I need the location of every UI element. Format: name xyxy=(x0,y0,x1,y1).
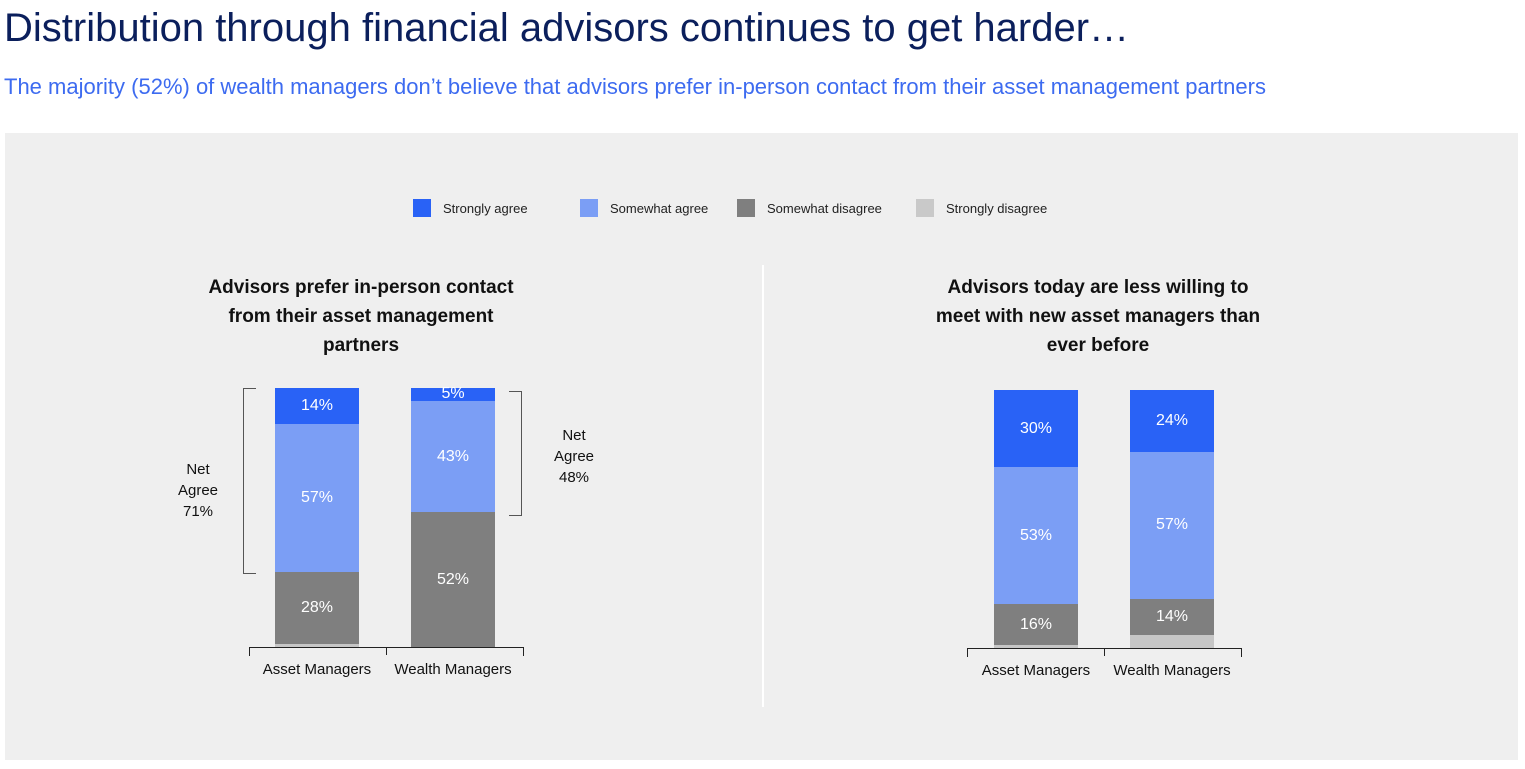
legend-swatch xyxy=(737,199,755,217)
legend-item-somewhat-agree: Somewhat agree xyxy=(580,199,708,217)
legend-item-somewhat-disagree: Somewhat disagree xyxy=(737,199,882,217)
bar-segment-strongly-disagree xyxy=(1130,635,1214,648)
legend-item-strongly-agree: Strongly agree xyxy=(413,199,528,217)
category-label: Asset Managers xyxy=(981,662,1091,679)
data-label: 52% xyxy=(436,570,470,588)
bar-wealth-managers: 24% 57% 14% xyxy=(1130,390,1214,648)
x-axis xyxy=(249,647,524,656)
data-label: 14% xyxy=(1155,608,1189,626)
bar-segment-somewhat-agree: 57% xyxy=(275,424,359,572)
bar-segment-somewhat-disagree: 52% xyxy=(411,512,495,647)
data-label: 30% xyxy=(1019,419,1053,437)
x-axis-tick xyxy=(385,647,387,655)
bar-asset-managers: 30% 53% 16% xyxy=(994,390,1078,648)
bar-segment-strongly-disagree xyxy=(994,645,1078,648)
bar-segment-strongly-agree: 30% xyxy=(994,390,1078,468)
x-axis-tick xyxy=(1103,648,1105,656)
bar-segment-strongly-agree: 5% xyxy=(411,385,495,403)
bar-segment-strongly-agree: 14% xyxy=(275,388,359,425)
net-agree-bracket-right xyxy=(509,391,522,516)
bar-segment-somewhat-disagree: 14% xyxy=(1130,598,1214,636)
bar-asset-managers: 14% 57% 28% xyxy=(275,388,359,647)
data-label: 16% xyxy=(1019,615,1053,633)
page-title: Distribution through financial advisors … xyxy=(4,6,1130,50)
chart-panel xyxy=(5,133,1518,760)
data-label: 57% xyxy=(1155,516,1189,534)
chart-title-right: Advisors today are less willing to meet … xyxy=(935,277,1261,356)
bar-segment-strongly-disagree xyxy=(275,644,359,647)
bar-segment-somewhat-agree: 53% xyxy=(994,467,1078,605)
legend-item-strongly-disagree: Strongly disagree xyxy=(916,199,1047,217)
data-label: 57% xyxy=(300,489,334,507)
data-label: 28% xyxy=(300,599,334,617)
bar-segment-somewhat-disagree: 28% xyxy=(275,571,359,645)
chart-title-left: Advisors prefer in-person contact from t… xyxy=(208,277,514,356)
data-label: 5% xyxy=(441,385,465,403)
page-subtitle: The majority (52%) of wealth managers do… xyxy=(4,74,1266,99)
bar-segment-strongly-agree: 24% xyxy=(1130,390,1214,452)
data-label: 24% xyxy=(1155,411,1189,429)
net-agree-label-right: Net Agree 48% xyxy=(553,427,595,486)
category-label: Asset Managers xyxy=(262,661,372,678)
bar-wealth-managers: 5% 43% 52% xyxy=(411,385,495,647)
bar-segment-somewhat-agree: 57% xyxy=(1130,451,1214,599)
data-label: 53% xyxy=(1019,526,1053,544)
data-label: 43% xyxy=(436,447,470,465)
legend-swatch xyxy=(413,199,431,217)
category-label: Wealth Managers xyxy=(1113,662,1231,679)
category-label: Wealth Managers xyxy=(394,661,512,678)
bar-segment-somewhat-disagree: 16% xyxy=(994,604,1078,646)
net-agree-bracket-left xyxy=(243,388,256,574)
legend-label: Strongly disagree xyxy=(946,200,1048,216)
bar-segment-somewhat-agree: 43% xyxy=(411,400,495,513)
data-label: 14% xyxy=(300,397,334,415)
legend-swatch xyxy=(916,199,934,217)
x-axis xyxy=(967,648,1242,657)
net-agree-label-left: Net Agree 71% xyxy=(177,461,219,520)
legend-swatch xyxy=(580,199,598,217)
legend-label: Strongly agree xyxy=(443,200,528,216)
legend-label: Somewhat agree xyxy=(610,200,709,216)
divider xyxy=(762,265,764,707)
legend-label: Somewhat disagree xyxy=(767,200,882,216)
